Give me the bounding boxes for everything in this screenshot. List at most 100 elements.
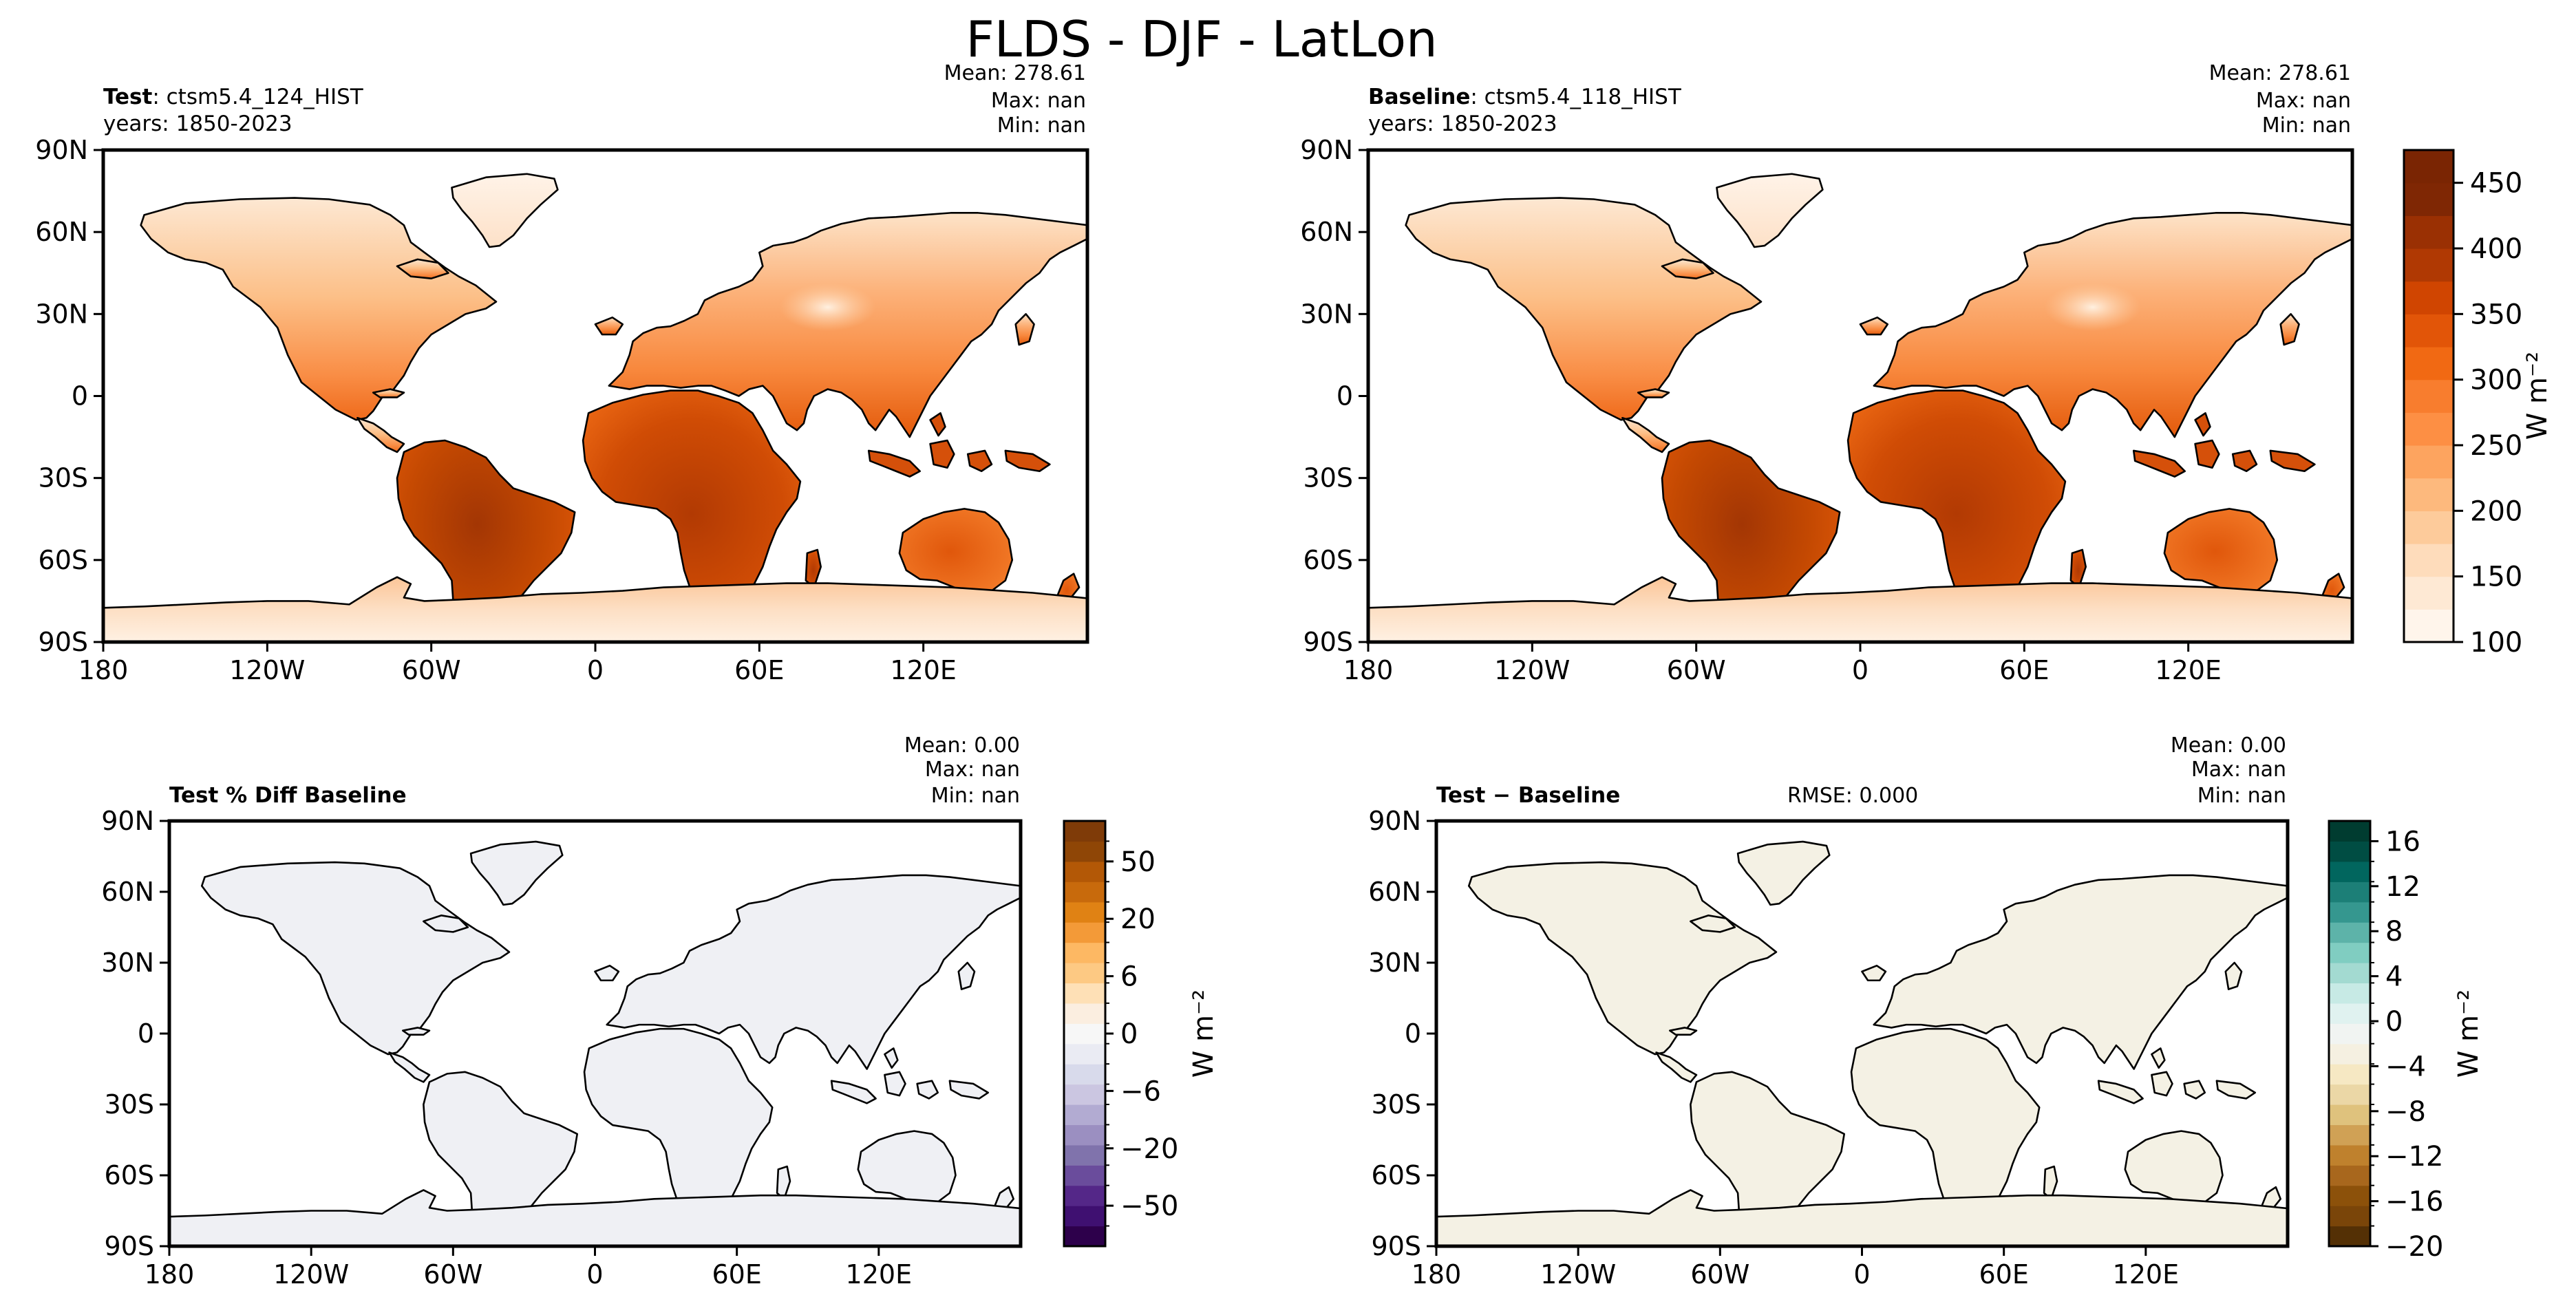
land-north-america: [140, 197, 498, 453]
lat-tick-label: 30N: [35, 299, 88, 329]
figure-title: FLDS - DJF - LatLon: [966, 10, 1437, 68]
colorbar-segment: [1064, 881, 1105, 903]
lat-tick-label: 60S: [105, 1160, 154, 1190]
colorbar-tick-label: 8: [2385, 916, 2403, 948]
lat-axis: 90N 60N 30N 0 30S 60S 90S: [35, 135, 103, 657]
lon-tick-label: 120E: [846, 1259, 913, 1290]
colorbar-segment: [2404, 511, 2453, 544]
stat-mean: Mean: 278.61: [2209, 61, 2351, 85]
colorbar-segment: [2329, 942, 2370, 963]
lat-tick-label: 0: [1405, 1018, 1421, 1049]
lon-tick-label: 60E: [712, 1259, 761, 1290]
colorbar-segment: [2329, 841, 2370, 862]
lon-tick-label: 60E: [1979, 1259, 2028, 1290]
stat-min: Min: nan: [931, 784, 1020, 808]
stat-max: Max: nan: [2191, 758, 2286, 782]
colorbar-segment: [2329, 983, 2370, 1004]
colorbar-segment: [1064, 983, 1105, 1004]
colorbar-segment: [1064, 1185, 1105, 1206]
colorbar-tick-label: 200: [2470, 495, 2522, 527]
colorbar-tick-label: 150: [2470, 562, 2522, 593]
land-southeast-asia: [867, 412, 1051, 478]
lon-tick-label: 0: [587, 655, 604, 685]
lat-tick-label: 60S: [1303, 545, 1353, 575]
lat-tick-label: 60N: [35, 217, 88, 247]
panel-years: years: 1850-2023: [1368, 111, 1557, 136]
colorbar-segment: [1064, 1023, 1105, 1045]
stat-max: Max: nan: [2256, 89, 2351, 113]
lon-tick-label: 180: [1343, 655, 1394, 685]
lat-tick-label: 90N: [1300, 135, 1353, 165]
lat-tick-label: 90N: [35, 135, 88, 165]
lon-tick-label: 180: [78, 655, 129, 685]
lon-tick-label: 0: [1852, 655, 1869, 685]
panel-name: Test % Diff Baseline: [169, 783, 407, 808]
lat-axis: 90N 60N 30N 0 30S 60S 90S: [101, 806, 169, 1261]
stat-min: Min: nan: [997, 114, 1086, 138]
colorbar-segment: [2329, 881, 2370, 903]
colorbar-segment: [2329, 1144, 2370, 1166]
colorbar-segment: [2404, 379, 2453, 413]
colorbar-segment: [2404, 576, 2453, 610]
colorbar-segment: [1064, 1104, 1105, 1126]
colorbar-segment: [1064, 942, 1105, 963]
colorbar-tick-label: −8: [2385, 1096, 2426, 1128]
colorbar-segment: [1064, 1226, 1105, 1247]
lon-tick-label: 60E: [1999, 655, 2049, 685]
colorbar-segment: [1064, 841, 1105, 862]
colorbar-tick-label: 300: [2470, 365, 2522, 396]
land-eurasia: [594, 874, 1021, 1070]
stat-mean: Mean: 278.61: [944, 61, 1086, 85]
colorbar-segment: [2329, 1003, 2370, 1024]
colorbar-segment: [1064, 1165, 1105, 1186]
lon-tick-label: 120W: [1540, 1259, 1616, 1290]
lat-tick-label: 90S: [105, 1231, 154, 1261]
colorbar-tick-label: 0: [1120, 1018, 1138, 1050]
colorbar-segment: [1064, 821, 1105, 842]
colorbar-segment: [1064, 1043, 1105, 1065]
colorbar-tick-label: −20: [2385, 1231, 2443, 1263]
lon-tick-label: 180: [1412, 1259, 1462, 1290]
land-north-america: [1405, 197, 1763, 453]
lat-tick-label: 0: [1337, 381, 1353, 411]
lat-tick-label: 60S: [1372, 1160, 1421, 1190]
panel-name: Test − Baseline: [1436, 783, 1620, 808]
lon-axis: 180 120W 60W 0 60E 120E: [1343, 642, 2222, 685]
lat-tick-label: 0: [138, 1018, 154, 1049]
lon-tick-label: 120E: [890, 655, 957, 685]
colorbar-tick-label: 100: [2470, 627, 2522, 659]
land-north-america: [1467, 861, 1778, 1083]
colorbar-tick-label: 4: [2385, 961, 2403, 993]
colorbar-frame: [2403, 149, 2455, 643]
colorbar-tick-label: 400: [2470, 233, 2522, 265]
colorbar-segment: [1064, 1124, 1105, 1146]
colorbar-segment: [2329, 821, 2370, 842]
colorbar-segment: [2329, 1185, 2370, 1206]
panel-name: Baseline: ctsm5.4_118_HIST: [1368, 85, 1682, 109]
colorbar-tick-label: 12: [2385, 871, 2420, 903]
lon-tick-label: 120W: [273, 1259, 349, 1290]
colorbar-tick-label: −50: [1120, 1190, 1178, 1222]
lon-tick-label: 60W: [1667, 655, 1726, 685]
lon-tick-label: 180: [145, 1259, 195, 1290]
colorbar-diff: 16 12 8 4 0 −4 −8 −12 −16 −20 W m⁻²: [2328, 820, 2484, 1263]
lat-tick-label: 30S: [105, 1089, 154, 1120]
colorbar-ticks: 100 150 200 250 300 350 400 450: [2453, 168, 2522, 659]
colorbar-abs: 100 150 200 250 300 350 400 450 W m⁻²: [2403, 149, 2553, 659]
lon-axis: 180 120W 60W 0 60E 120E: [78, 642, 957, 685]
lat-tick-label: 0: [72, 381, 88, 411]
lon-tick-label: 60E: [734, 655, 784, 685]
land-greenland: [1716, 173, 1824, 248]
lat-tick-label: 60N: [1300, 217, 1353, 247]
colorbar-segment: [1064, 1084, 1105, 1105]
land-southeast-asia: [830, 1047, 990, 1104]
stat-max: Max: nan: [925, 758, 1020, 782]
lon-tick-label: 120W: [1494, 655, 1570, 685]
colorbar-tick-label: 250: [2470, 430, 2522, 462]
colorbar-segment: [2329, 1064, 2370, 1085]
colorbar-tick-label: 16: [2385, 826, 2420, 857]
colorbar-segment: [2329, 861, 2370, 882]
